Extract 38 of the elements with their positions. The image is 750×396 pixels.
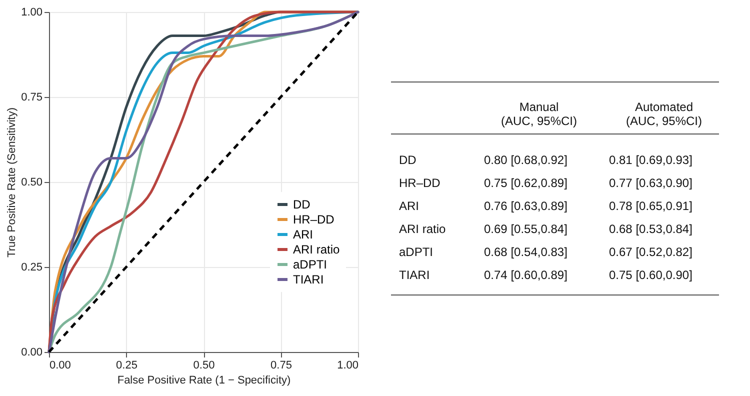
text: DD <box>399 153 417 167</box>
text: TIARI <box>399 268 430 282</box>
x-tick-label: 0.25 <box>116 360 138 372</box>
text: 0.75 [0.62,0.89] <box>484 176 568 190</box>
text: 0.80 [0.68,0.92] <box>484 153 568 167</box>
legend-label: ARI <box>293 228 314 242</box>
text: 0.68 [0.54,0.83] <box>484 245 568 259</box>
text: HR–DD <box>399 176 441 190</box>
legend-label: DD <box>293 198 311 212</box>
text: 0.76 [0.63,0.89] <box>484 199 568 213</box>
text: 0.77 [0.63,0.90] <box>609 176 692 190</box>
y-tick-label: 0.75 <box>21 92 42 104</box>
y-axis-title: True Positive Rate (Sensitivity) <box>6 108 18 258</box>
y-tick-label: 1.00 <box>21 6 42 18</box>
x-axis-title: False Positive Rate (1 − Specificity) <box>117 374 291 386</box>
x-tick-label: 1.00 <box>337 360 358 372</box>
text: aDPTI <box>399 245 434 259</box>
text: ARI <box>399 199 420 213</box>
text: Automated (AUC, 95%CI) <box>626 100 702 128</box>
text: 0.81 [0.69,0.93] <box>609 153 692 167</box>
text: Manual (AUC, 95%CI) <box>500 100 578 128</box>
y-tick-label: 0.25 <box>21 262 42 274</box>
text: 0.69 [0.55,0.84] <box>484 222 568 236</box>
legend-label: ARI ratio <box>293 242 340 256</box>
y-tick-label: 0.00 <box>21 346 42 358</box>
x-tick-label: 0.00 <box>50 360 71 372</box>
text: 0.74 [0.60,0.89] <box>484 268 568 282</box>
legend-label: HR–DD <box>293 212 335 226</box>
text: 0.78 [0.65,0.91] <box>609 199 692 213</box>
text: ARI ratio <box>399 222 446 236</box>
text: 0.67 [0.52,0.82] <box>609 245 692 259</box>
text: 0.75 [0.60,0.90] <box>609 268 692 282</box>
legend-label: aDPTI <box>293 258 328 272</box>
x-tick-label: 0.75 <box>270 360 292 372</box>
text: 0.68 [0.53,0.84] <box>609 222 692 236</box>
y-tick-label: 0.50 <box>21 176 42 188</box>
x-tick-label: 0.50 <box>193 360 215 372</box>
legend-label: TIARI <box>293 272 324 286</box>
